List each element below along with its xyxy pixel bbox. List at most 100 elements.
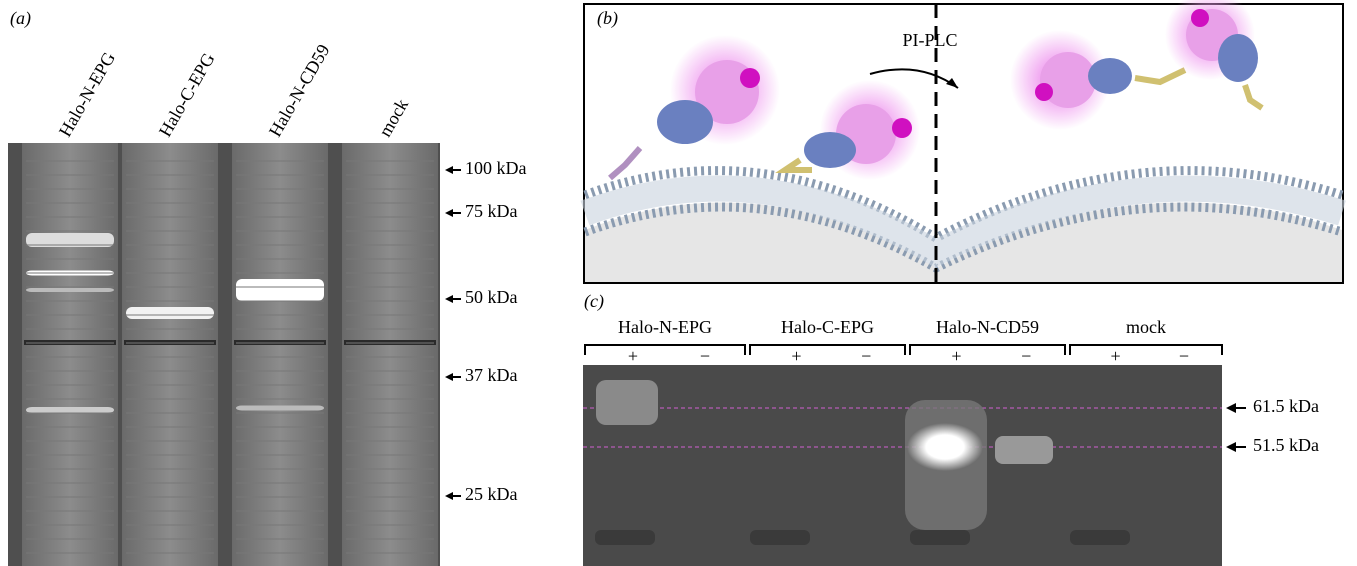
faint-band (236, 258, 324, 260)
enzyme-label: PI-PLC (902, 30, 957, 50)
faint-band (346, 244, 434, 246)
faint-band (126, 314, 214, 316)
faint-band (346, 384, 434, 386)
bracket (584, 344, 746, 355)
faint-band (26, 552, 114, 554)
faint-band (346, 230, 434, 232)
lane (122, 143, 218, 566)
band (907, 423, 983, 471)
faint-band (26, 160, 114, 162)
band (595, 530, 655, 545)
faint-band (126, 328, 214, 330)
faint-band (126, 454, 214, 456)
faint-band (26, 538, 114, 540)
marker-arrow (1226, 442, 1246, 452)
faint-band (26, 356, 114, 358)
band (750, 530, 810, 545)
faint-band (26, 286, 114, 288)
faint-band (26, 342, 114, 344)
band (26, 288, 114, 292)
faint-band (126, 160, 214, 162)
treatment-label: − (700, 346, 710, 366)
faint-band (126, 468, 214, 470)
faint-band (346, 174, 434, 176)
faint-band (126, 244, 214, 246)
faint-band (126, 538, 214, 540)
faint-band (26, 468, 114, 470)
faint-band (236, 482, 324, 484)
marker-label: 37 kDa (465, 365, 518, 385)
faint-band (126, 426, 214, 428)
marker-arrow (445, 209, 461, 217)
faint-band (26, 188, 114, 190)
faint-band (236, 216, 324, 218)
lane-label: Halo-C-EPG (155, 50, 219, 141)
gel-a (8, 143, 440, 566)
faint-band (236, 188, 324, 190)
faint-band (346, 496, 434, 498)
faint-band (126, 174, 214, 176)
faint-band (126, 356, 214, 358)
marker-arrow (445, 166, 461, 174)
faint-band (236, 454, 324, 456)
faint-band (236, 342, 324, 344)
lane-label: Halo-C-EPG (781, 317, 874, 337)
treatment-label: − (1021, 346, 1031, 366)
faint-band (126, 482, 214, 484)
faint-band (26, 482, 114, 484)
faint-band (236, 384, 324, 386)
lane-label: mock (375, 95, 412, 140)
faint-band (346, 202, 434, 204)
faint-band (26, 174, 114, 176)
treatment-label: − (861, 346, 871, 366)
band (236, 405, 324, 411)
band (995, 436, 1053, 464)
faint-band (126, 300, 214, 302)
faint-band (26, 440, 114, 442)
faint-band (236, 202, 324, 204)
band (126, 307, 214, 319)
faint-band (26, 398, 114, 400)
treatment-label: − (1179, 346, 1189, 366)
treatment-label: + (628, 346, 638, 366)
panel-label: (c) (584, 291, 604, 312)
faint-band (126, 384, 214, 386)
treatment-label: + (791, 346, 801, 366)
faint-band (346, 272, 434, 274)
marker-arrow (445, 373, 461, 381)
lane-label: Halo-N-CD59 (936, 317, 1039, 337)
marker-label: 25 kDa (465, 484, 518, 504)
lane-label: Halo-N-CD59 (265, 41, 334, 140)
lane (22, 143, 118, 566)
faint-band (26, 370, 114, 372)
faint-band (346, 440, 434, 442)
band (596, 380, 658, 425)
faint-band (346, 314, 434, 316)
faint-band (126, 440, 214, 442)
faint-band (346, 538, 434, 540)
faint-band (346, 482, 434, 484)
diagram-b (580, 0, 1346, 290)
faint-band (26, 300, 114, 302)
faint-band (26, 258, 114, 260)
faint-band (346, 258, 434, 260)
faint-band (346, 342, 434, 344)
faint-band (346, 468, 434, 470)
marker-label: 100 kDa (465, 158, 527, 178)
faint-band (236, 370, 324, 372)
faint-band (346, 510, 434, 512)
faint-band (126, 510, 214, 512)
faint-band (126, 272, 214, 274)
faint-band (236, 230, 324, 232)
faint-band (346, 398, 434, 400)
faint-band (26, 314, 114, 316)
marker-arrow (1226, 403, 1246, 413)
faint-band (26, 272, 114, 274)
panel-label: (a) (10, 8, 31, 29)
faint-band (126, 398, 214, 400)
faint-band (126, 230, 214, 232)
faint-band (26, 412, 114, 414)
faint-band (346, 300, 434, 302)
faint-band (236, 244, 324, 246)
bracket (749, 344, 906, 355)
